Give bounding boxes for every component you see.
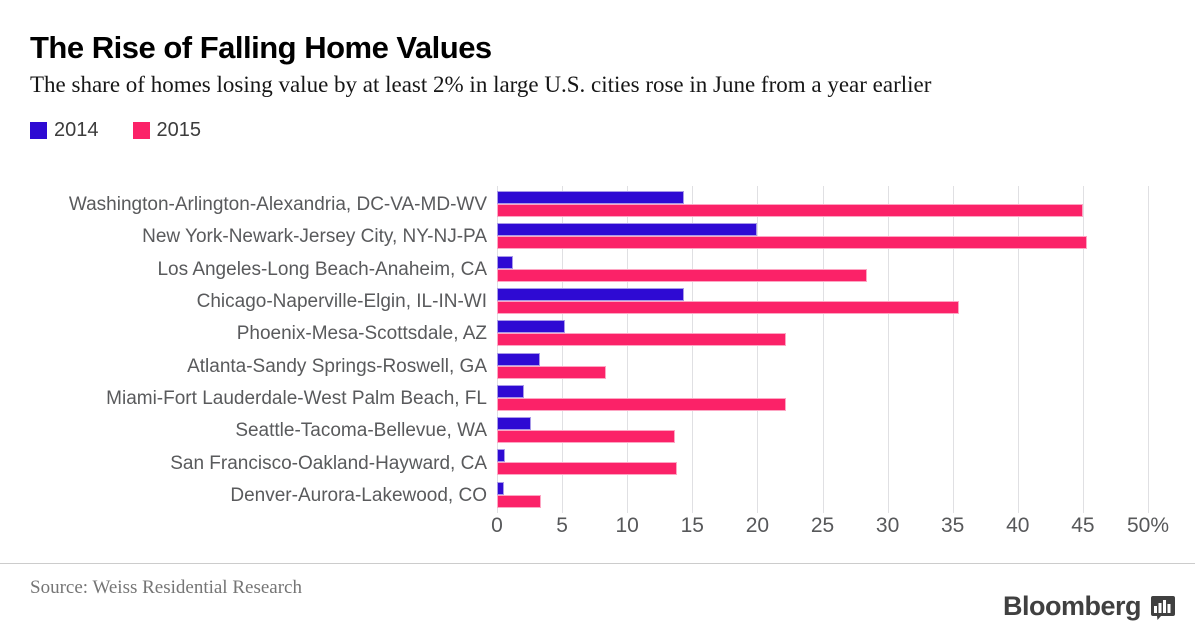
source-text: Source: Weiss Residential Research (30, 577, 302, 598)
gridline-20 (757, 186, 759, 513)
bar-2015 (497, 204, 1083, 217)
x-axis-tick-label: 40 (1006, 514, 1030, 537)
category-label: San Francisco-Oakland-Hayward, CA (170, 452, 487, 474)
bar-2015 (497, 397, 787, 411)
category-label: Los Angeles-Long Beach-Anaheim, CA (157, 258, 487, 280)
gridline-10 (627, 186, 629, 513)
bar-2015 (497, 300, 960, 314)
category-label: Washington-Arlington-Alexandria, DC-VA-M… (68, 194, 487, 216)
gridline-45 (1082, 186, 1084, 513)
bar-2015 (497, 268, 867, 282)
bar-2014 (497, 223, 758, 237)
category-label: Denver-Aurora-Lakewood, CO (230, 484, 487, 506)
gridline-5 (562, 186, 564, 513)
category-label: Atlanta-Sandy Springs-Roswell, GA (187, 355, 487, 377)
legend-item-2014: 2014 (30, 119, 99, 142)
x-axis-tick-label: 25 (810, 514, 835, 537)
bar-2014 (497, 481, 504, 495)
legend-item-2015: 2015 (132, 119, 202, 142)
bar-2014 (497, 352, 540, 366)
bar-2014 (497, 417, 531, 431)
chart-legend: 2014 2015 (30, 119, 201, 142)
category-label: Chicago-Naperville-Elgin, IL-IN-WI (196, 291, 487, 313)
bloomberg-wordmark: Bloomberg (1002, 591, 1142, 621)
page-title: The Rise of Falling Home Values (30, 30, 492, 65)
bar-2015 (497, 236, 1087, 250)
gridline-15 (692, 186, 694, 513)
x-axis-tick-label: 0 (491, 514, 503, 537)
gridline-40 (1017, 186, 1019, 513)
bar-2014 (497, 449, 505, 463)
bar-2014 (497, 384, 525, 398)
legend-swatch-2014 (30, 122, 47, 139)
bloomberg-chart-icon (1151, 595, 1175, 620)
x-axis-tick-label: 30 (875, 514, 900, 537)
bar-2014 (497, 191, 685, 204)
bar-2014 (497, 255, 513, 269)
x-axis-tick-label: 20 (745, 514, 770, 537)
x-axis-tick-label: 35 (941, 514, 965, 537)
category-label: New York-Newark-Jersey City, NY-NJ-PA (142, 226, 487, 248)
bar-2015 (497, 494, 542, 508)
legend-label-2014: 2014 (54, 119, 99, 141)
category-label: Phoenix-Mesa-Scottsdale, AZ (236, 323, 487, 345)
x-axis-tick-label: 10 (615, 514, 639, 537)
bar-2014 (497, 287, 685, 301)
category-label: Miami-Fort Lauderdale-West Palm Beach, F… (106, 387, 487, 409)
bloomberg-logo: Bloomberg (1003, 591, 1175, 622)
chart-subtitle: The share of homes losing value by at le… (30, 72, 932, 97)
bar-2015 (497, 365, 607, 379)
gridline-25 (822, 186, 824, 513)
x-axis-tick-label: 15 (680, 514, 704, 537)
bar-2014 (497, 320, 565, 334)
bar-2015 (497, 333, 787, 347)
category-label: Seattle-Tacoma-Bellevue, WA (235, 420, 487, 442)
x-axis-tick-label: 50% (1126, 514, 1170, 537)
gridline-35 (952, 186, 954, 513)
legend-swatch-2015 (132, 122, 150, 139)
footer-divider (0, 563, 1195, 564)
gridline-50 (1148, 186, 1149, 513)
x-axis-tick-label: 5 (556, 514, 568, 537)
legend-label-2015: 2015 (156, 119, 202, 141)
x-axis-tick-label: 45 (1071, 514, 1095, 537)
gridline-0 (497, 186, 498, 513)
bar-2015 (497, 430, 676, 444)
gridline-30 (887, 186, 889, 513)
bar-2015 (497, 462, 677, 476)
